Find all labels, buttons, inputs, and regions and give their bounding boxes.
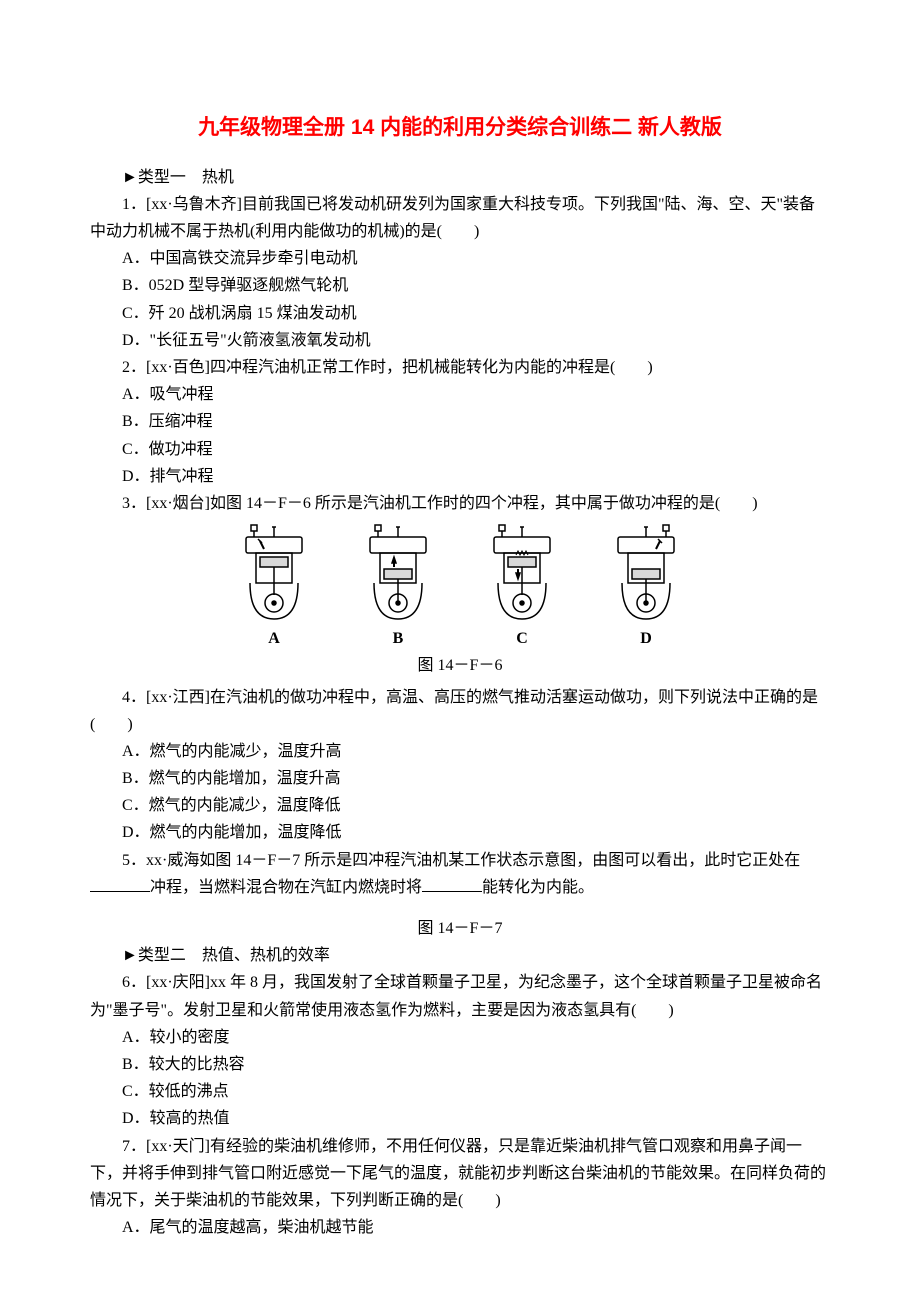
q4-option-a: A．燃气的内能减少，温度升高 <box>90 738 830 765</box>
section-heading-2: ►类型二 热值、热机的效率 <box>90 942 830 969</box>
q5-stem: 5．xx·威海如图 14－F－7 所示是四冲程汽油机某工作状态示意图，由图可以看… <box>90 847 830 901</box>
q4-option-b: B．燃气的内能增加，温度升高 <box>90 765 830 792</box>
q3-label-d: D <box>586 625 706 652</box>
engine-diagram-c <box>474 523 570 623</box>
q5-post: 能转化为内能。 <box>482 879 594 896</box>
q2-option-a: A．吸气冲程 <box>90 381 830 408</box>
q5-blank-2 <box>422 875 482 892</box>
q1-option-a: A．中国高铁交流异步牵引电动机 <box>90 245 830 272</box>
q3-figure-labels: A B C D <box>90 625 830 652</box>
q6-option-b: B．较大的比热容 <box>90 1051 830 1078</box>
q7-option-a: A．尾气的温度越高，柴油机越节能 <box>90 1214 830 1241</box>
q1-option-c: C．歼 20 战机涡扇 15 煤油发动机 <box>90 300 830 327</box>
page-content: 九年级物理全册 14 内能的利用分类综合训练二 新人教版 ►类型一 热机 1．[… <box>0 0 920 1301</box>
engine-diagram-d <box>598 523 694 623</box>
q3-caption: 图 14－F－6 <box>90 652 830 679</box>
q4-option-c: C．燃气的内能减少，温度降低 <box>90 792 830 819</box>
q2-stem: 2．[xx·百色]四冲程汽油机正常工作时，把机械能转化为内能的冲程是( ) <box>90 354 830 381</box>
q3-stem: 3．[xx·烟台]如图 14－F－6 所示是汽油机工作时的四个冲程，其中属于做功… <box>90 490 830 517</box>
q3-label-c: C <box>462 625 582 652</box>
q1-option-b: B．052D 型导弹驱逐舰燃气轮机 <box>90 272 830 299</box>
q3-label-b: B <box>338 625 458 652</box>
q5-pre: 5．xx·威海如图 14－F－7 所示是四冲程汽油机某工作状态示意图，由图可以看… <box>122 852 800 869</box>
q1-stem: 1．[xx·乌鲁木齐]目前我国已将发动机研发列为国家重大科技专项。下列我国"陆、… <box>90 191 830 245</box>
q2-option-b: B．压缩冲程 <box>90 408 830 435</box>
doc-title: 九年级物理全册 14 内能的利用分类综合训练二 新人教版 <box>90 110 830 146</box>
q3-figure-row <box>90 523 830 623</box>
q4-option-d: D．燃气的内能增加，温度降低 <box>90 819 830 846</box>
section-heading-1: ►类型一 热机 <box>90 164 830 191</box>
q3-label-a: A <box>214 625 334 652</box>
q5-caption-line: 图 14－F－7 <box>90 915 830 942</box>
q6-option-c: C．较低的沸点 <box>90 1078 830 1105</box>
q2-option-d: D．排气冲程 <box>90 463 830 490</box>
q1-option-d: D．"长征五号"火箭液氢液氧发动机 <box>90 327 830 354</box>
q4-stem: 4．[xx·江西]在汽油机的做功冲程中，高温、高压的燃气推动活塞运动做功，则下列… <box>90 684 830 738</box>
q7-stem: 7．[xx·天门]有经验的柴油机维修师，不用任何仪器，只是靠近柴油机排气管口观察… <box>90 1133 830 1215</box>
q2-option-c: C．做功冲程 <box>90 436 830 463</box>
q5-blank-1 <box>90 875 150 892</box>
q5-mid: 冲程，当燃料混合物在汽缸内燃烧时将 <box>150 879 422 896</box>
engine-diagram-a <box>226 523 322 623</box>
engine-diagram-b <box>350 523 446 623</box>
q5-caption: 图 14－F－7 <box>418 920 503 937</box>
q6-option-a: A．较小的密度 <box>90 1024 830 1051</box>
q6-stem: 6．[xx·庆阳]xx 年 8 月，我国发射了全球首颗量子卫星，为纪念墨子，这个… <box>90 969 830 1023</box>
q6-option-d: D．较高的热值 <box>90 1105 830 1132</box>
